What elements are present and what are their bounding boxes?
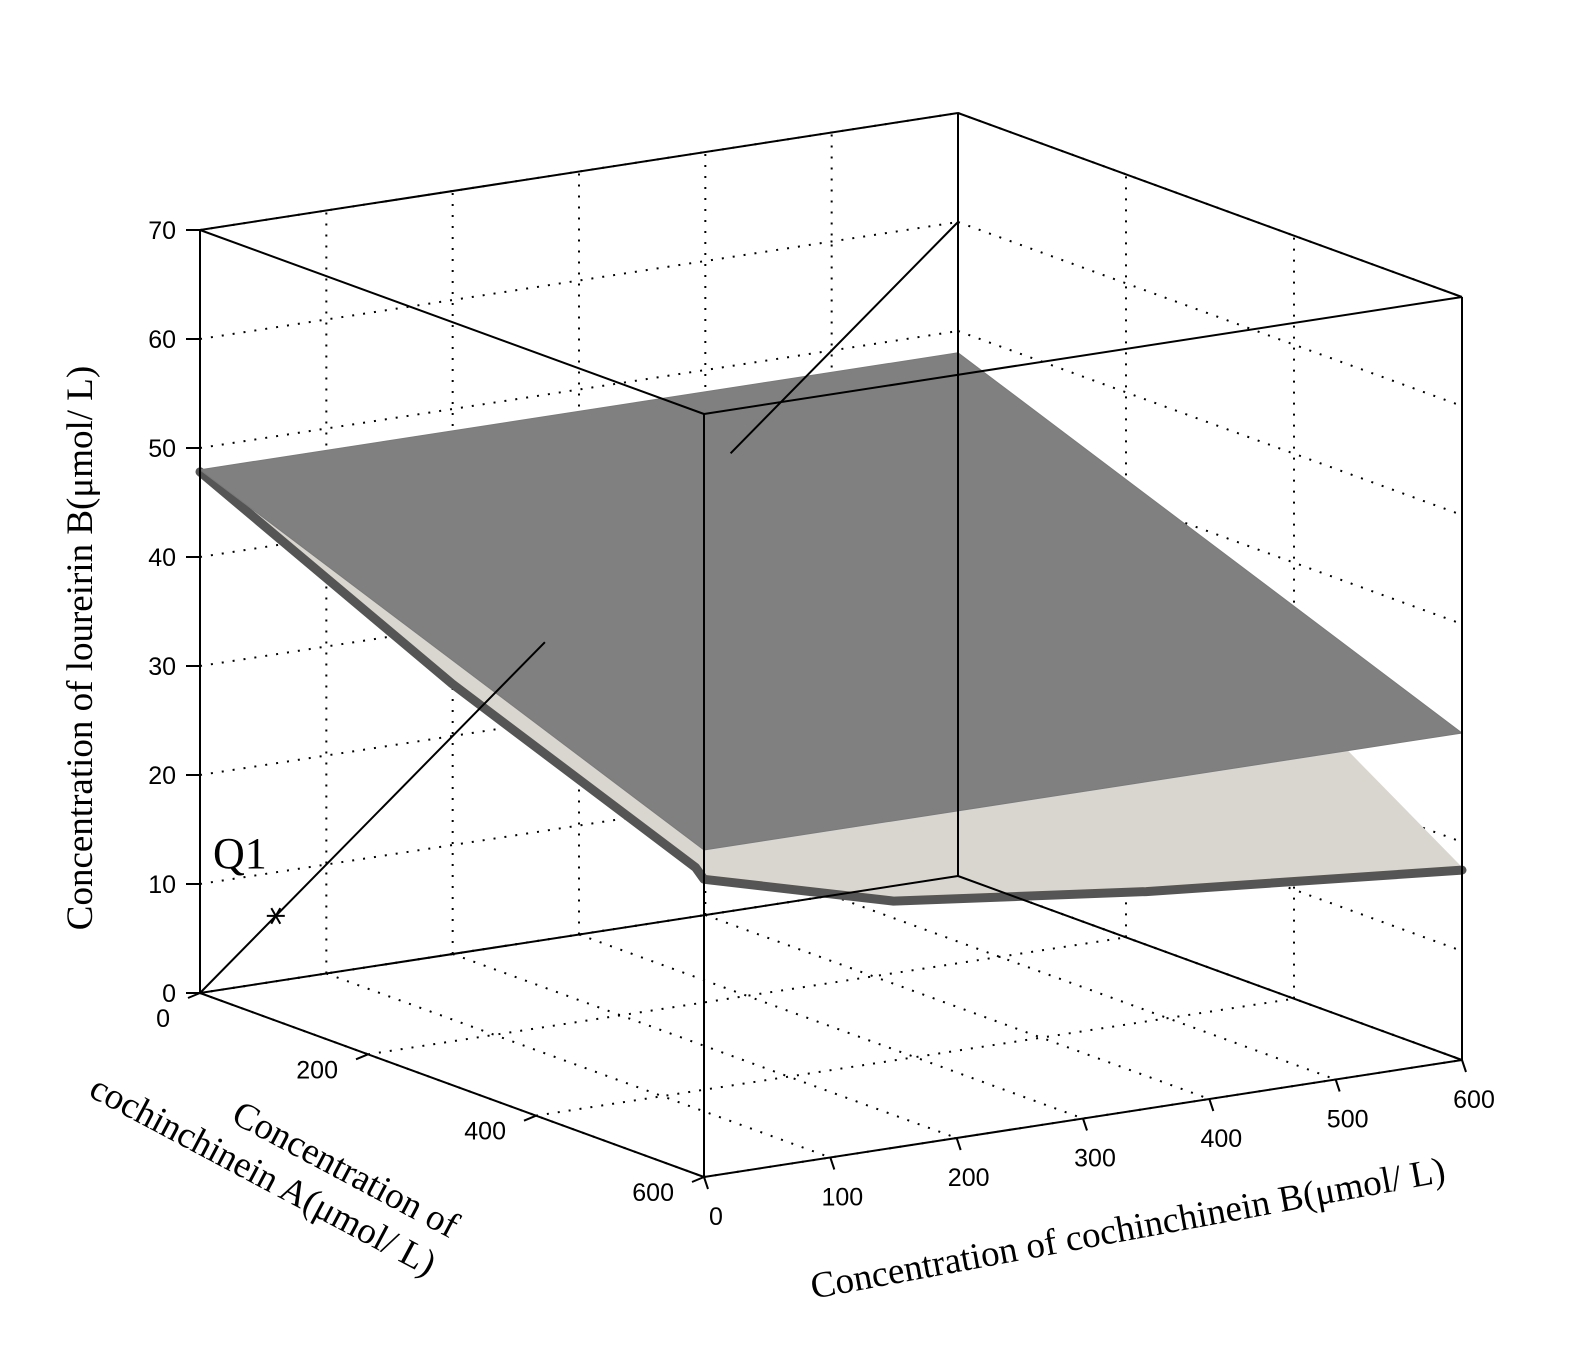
y-tick-mark-0 <box>703 1176 709 1190</box>
diagonal-line-upper <box>729 221 959 455</box>
axes-box <box>186 112 1467 1190</box>
z-tick-label-0: 0 <box>162 980 176 1008</box>
x-tick-label-0: 0 <box>156 1005 170 1033</box>
y-tick-mark-600 <box>1461 1059 1467 1073</box>
y-tick-mark-100 <box>829 1157 836 1170</box>
box-edge-7 <box>957 112 1463 298</box>
x-axis-label: Concentration of cochinchinein A(μmol/ L… <box>83 1067 466 1284</box>
grid-floor-a-400 <box>535 997 1295 1117</box>
box-edge-0 <box>199 992 705 1178</box>
y-tick-label-300: 300 <box>1074 1145 1116 1173</box>
point-marker-q1-stroke-2 <box>270 907 282 925</box>
point-marker-q1 <box>266 907 285 925</box>
grid-wallb-z-60 <box>957 221 1463 407</box>
y-tick-mark-200 <box>955 1137 962 1151</box>
x-tick-mark-0 <box>187 992 201 999</box>
z-tick-label-30: 30 <box>148 653 176 681</box>
y-tick-label-500: 500 <box>1327 1106 1369 1134</box>
x-tick-mark-200 <box>355 1053 369 1061</box>
tick-labels: 0 10 20 30 40 50 60 70 0 200 400 600 0 100 200 300 400 50… <box>148 217 1495 1231</box>
grid-floor-b-200 <box>452 953 958 1139</box>
x-tick-label-600: 600 <box>632 1179 674 1207</box>
y-tick-label-200: 200 <box>948 1164 990 1192</box>
y-tick-mark-500 <box>1334 1079 1341 1092</box>
surfaces <box>195 221 1467 994</box>
x-tick-mark-600 <box>691 1176 705 1183</box>
grid-floor-b-400 <box>704 914 1210 1100</box>
x-tick-mark-400 <box>523 1114 537 1122</box>
z-tick-label-10: 10 <box>148 871 176 899</box>
x-tick-label-200: 200 <box>296 1056 338 1084</box>
z-tick-label-20: 20 <box>148 762 176 790</box>
y-axis-label: Concentration of cochinchinein B(μmol/ L… <box>807 1150 1448 1308</box>
y-tick-mark-300 <box>1082 1118 1088 1131</box>
grid-floor-b-500 <box>831 894 1337 1081</box>
box-edge-2 <box>199 875 959 994</box>
point-label-q1: Q1 <box>213 829 267 878</box>
y-tick-label-100: 100 <box>821 1184 863 1212</box>
x-tick-label-400: 400 <box>464 1118 506 1146</box>
box-edge-6 <box>199 112 959 231</box>
z-tick-label-40: 40 <box>148 544 176 572</box>
z-tick-label-70: 70 <box>148 217 176 245</box>
y-tick-mark-400 <box>1208 1098 1215 1112</box>
grid-floor-b-100 <box>325 972 831 1159</box>
grid-floor-a-200 <box>367 936 1127 1056</box>
z-tick-label-50: 50 <box>148 435 176 463</box>
y-tick-label-0: 0 <box>709 1203 723 1231</box>
box-edge-4 <box>199 229 705 415</box>
box-edge-5 <box>703 296 1463 415</box>
box-edge-3 <box>957 875 1463 1061</box>
grid-walla-z-60 <box>199 221 959 340</box>
z-axis-label: Concentration of loureirin B(μmol/ L) <box>60 366 101 930</box>
diagonal-line-lower <box>199 641 546 994</box>
y-tick-label-600: 600 <box>1453 1086 1495 1114</box>
y-tick-label-400: 400 <box>1200 1125 1242 1153</box>
grid-floor-b-300 <box>578 933 1084 1120</box>
z-tick-label-60: 60 <box>148 326 176 354</box>
